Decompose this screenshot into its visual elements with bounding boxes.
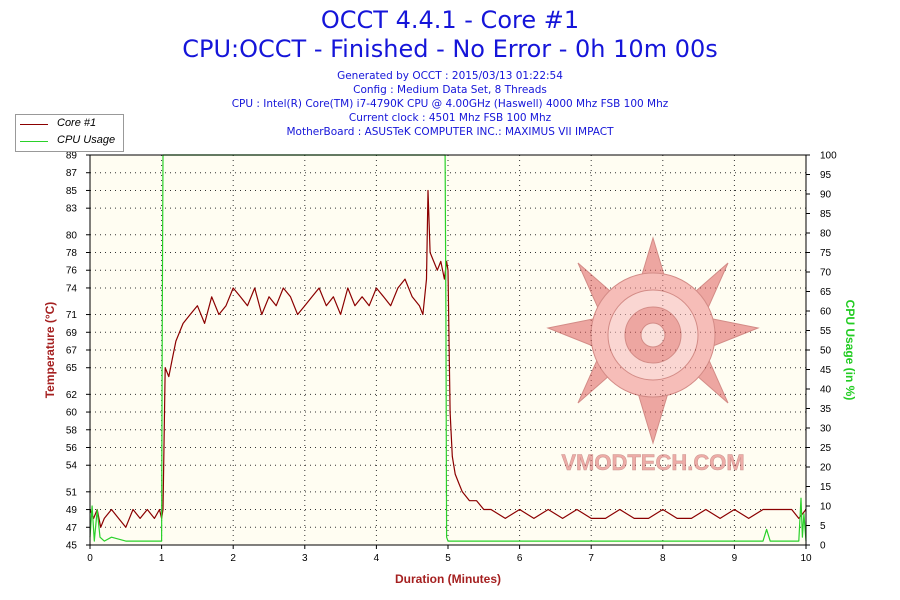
x-tick-label: 0 <box>87 553 93 564</box>
x-tick-label: 6 <box>517 553 523 564</box>
x-tick-label: 10 <box>800 553 812 564</box>
y-right-tick-label: 75 <box>820 248 832 259</box>
series-line-cpu-usage <box>89 154 807 542</box>
x-tick-label: 5 <box>445 553 451 564</box>
y-left-tick-label: 54 <box>66 461 78 472</box>
info-config: Config : Medium Data Set, 8 Threads <box>353 84 547 96</box>
y-right-tick-label: 100 <box>820 151 837 162</box>
y-right-tick-label: 95 <box>820 170 832 181</box>
series-layer <box>89 154 807 542</box>
y-left-tick-label: 56 <box>66 443 78 454</box>
x-tick-label: 8 <box>660 553 666 564</box>
series-line-core1 <box>89 189 807 528</box>
y-left-tick-label: 49 <box>66 505 78 516</box>
ticks: 0 1 2 3 4 5 6 7 8 9 104547495154565860626567697174… <box>66 151 837 565</box>
x-tick-label: 7 <box>588 553 594 564</box>
info-motherboard: MotherBoard : ASUSTeK COMPUTER INC.: MAX… <box>286 126 614 138</box>
info-cpu: CPU : Intel(R) Core(TM) i7-4790K CPU @ 4… <box>231 98 669 110</box>
vmodtech-logo: VMODTECH.COM <box>546 236 760 475</box>
y-left-tick-label: 51 <box>66 487 78 498</box>
y-left-tick-label: 71 <box>66 310 78 321</box>
info-current-clock: Current clock : 4501 Mhz FSB 100 Mhz <box>348 112 552 124</box>
legend-swatch-core1 <box>20 124 48 125</box>
x-tick-label: 3 <box>302 553 308 564</box>
y-left-tick-label: 65 <box>66 363 78 374</box>
y-left-tick-label: 80 <box>66 230 78 241</box>
y-left-tick-label: 89 <box>66 151 78 162</box>
x-tick-label: 4 <box>374 553 380 564</box>
y-right-tick-label: 45 <box>820 365 832 376</box>
y-left-tick-label: 76 <box>66 266 78 277</box>
y-right-tick-label: 60 <box>820 307 832 318</box>
y-axis-left-label: Temperature (°C) <box>43 302 57 399</box>
chart-title: OCCT 4.4.1 - Core #1 <box>320 6 580 34</box>
x-tick-label: 2 <box>230 553 236 564</box>
y-right-tick-label: 40 <box>820 385 832 396</box>
y-left-tick-label: 47 <box>66 523 78 534</box>
y-left-tick-label: 87 <box>66 168 78 179</box>
x-tick-label: 9 <box>732 553 738 564</box>
y-right-tick-label: 50 <box>820 346 832 357</box>
y-right-tick-label: 20 <box>820 463 832 474</box>
info-generated: Generated by OCCT : 2015/03/13 01:22:54 <box>337 70 563 82</box>
x-tick-label: 1 <box>159 553 165 564</box>
y-left-tick-label: 58 <box>66 425 78 436</box>
y-left-tick-label: 67 <box>66 346 78 357</box>
y-left-tick-label: 74 <box>66 283 78 294</box>
legend-label-cpu-usage: CPU Usage <box>57 134 116 146</box>
y-left-tick-label: 69 <box>66 328 78 339</box>
chart-subtitle: CPU:OCCT - Finished - No Error - 0h 10m … <box>182 35 718 63</box>
y-right-tick-label: 80 <box>820 229 832 240</box>
y-right-tick-label: 0 <box>820 541 826 552</box>
y-right-tick-label: 10 <box>820 502 832 513</box>
y-left-tick-label: 78 <box>66 248 78 259</box>
y-right-tick-label: 65 <box>820 287 832 298</box>
y-left-tick-label: 60 <box>66 408 78 419</box>
y-right-tick-label: 15 <box>820 482 832 493</box>
y-right-tick-label: 85 <box>820 209 832 220</box>
y-left-tick-label: 45 <box>66 541 78 552</box>
y-left-tick-label: 62 <box>66 390 78 401</box>
y-left-tick-label: 83 <box>66 204 78 215</box>
y-right-tick-label: 30 <box>820 424 832 435</box>
y-right-tick-label: 5 <box>820 521 826 532</box>
legend-swatch-cpu-usage <box>20 141 48 142</box>
y-left-tick-label: 85 <box>66 186 78 197</box>
watermark-text: VMODTECH.COM <box>561 450 744 475</box>
x-axis-label: Duration (Minutes) <box>395 572 501 586</box>
legend-label-core1: Core #1 <box>57 117 97 129</box>
y-axis-right-label: CPU Usage (in %) <box>843 300 857 401</box>
y-right-tick-label: 90 <box>820 190 832 201</box>
y-right-tick-label: 35 <box>820 404 832 415</box>
y-right-tick-label: 55 <box>820 326 832 337</box>
legend: Core #1 CPU Usage <box>15 114 124 152</box>
y-right-tick-label: 25 <box>820 443 832 454</box>
y-right-tick-label: 70 <box>820 268 832 279</box>
